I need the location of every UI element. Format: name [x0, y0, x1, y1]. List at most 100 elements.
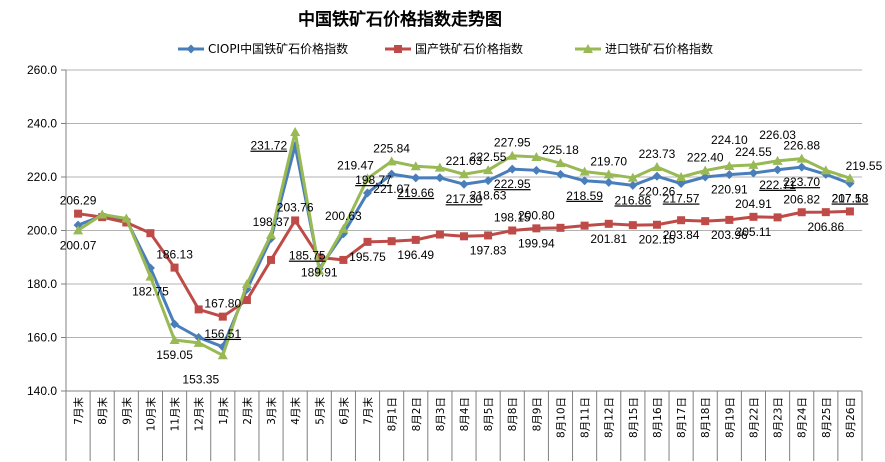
data-label: 207.13 [832, 191, 869, 205]
data-point [193, 337, 204, 347]
data-label: 221.03 [446, 154, 483, 168]
x-tick-label: 3月末 [265, 397, 278, 425]
data-label: 220.26 [639, 184, 676, 198]
data-label: 195.75 [349, 250, 386, 264]
legend-marker [583, 44, 593, 53]
series-lines [73, 127, 855, 360]
data-label: 206.29 [60, 194, 97, 208]
x-tick-label: 8月11日 [580, 397, 592, 438]
x-tick-label: 8月15日 [628, 397, 640, 438]
legend: CIOPI中国铁矿石价格指数 国产铁矿石价格指数 进口铁矿石价格指数 [178, 41, 713, 56]
data-label: 218.63 [470, 189, 507, 203]
data-point [556, 223, 565, 232]
data-point [218, 312, 227, 321]
data-point [267, 255, 276, 264]
data-point [314, 265, 325, 275]
data-point [725, 215, 734, 224]
legend-item-3: 进口铁矿石价格指数 [575, 41, 713, 56]
data-point [724, 161, 735, 171]
y-axis: 140.0 160.0 180.0 200.0 220.0 240.0 260.0 [27, 63, 67, 461]
x-tick-label: 6月末 [337, 397, 350, 425]
series-2 [74, 207, 854, 321]
data-label: 206.86 [807, 220, 844, 234]
data-label: 189.91 [301, 265, 338, 279]
data-point [73, 225, 84, 235]
data-label: 226.03 [759, 128, 796, 142]
legend-marker [186, 44, 196, 54]
data-point [531, 151, 542, 161]
x-tick-label: 8月末 [96, 397, 109, 425]
data-point [532, 224, 541, 233]
series-3 [73, 127, 855, 360]
data-point [845, 207, 854, 216]
data-label: 198.77 [355, 173, 392, 187]
data-point [797, 162, 807, 172]
x-tick-label: 12月末 [193, 397, 206, 432]
data-point [651, 162, 662, 172]
data-point [820, 165, 831, 175]
x-tick-label: 4月末 [289, 397, 302, 425]
data-point [628, 180, 638, 190]
x-tick-label: 8月1日 [387, 397, 399, 431]
x-tick-label: 1月末 [217, 397, 230, 425]
x-axis: 7月末 8月末 9月末 10月末 11月末 12月末 1月末 2月末 3月末 4月末 5月末 6月末 7… [65, 390, 863, 461]
data-point [555, 158, 566, 168]
x-tick-label: 8月9日 [531, 397, 543, 431]
data-label: 203.76 [277, 200, 314, 214]
data-point [507, 164, 517, 174]
x-tick-label: 8月4日 [459, 397, 471, 431]
data-label: 222.71 [759, 178, 796, 192]
data-point [483, 165, 494, 175]
data-label: 198.15 [494, 211, 531, 225]
data-point [484, 231, 493, 240]
data-point [387, 169, 397, 179]
data-point [97, 209, 108, 219]
data-point [604, 219, 613, 228]
data-point [627, 172, 638, 182]
legend-label: 进口铁矿石价格指数 [605, 41, 713, 56]
data-label: 204.91 [735, 197, 772, 211]
data-label: 203.96 [711, 228, 748, 242]
data-point [291, 216, 300, 225]
data-label: 219.70 [590, 154, 627, 168]
x-tick-label: 8月25日 [821, 397, 833, 438]
x-tick-label: 8月23日 [773, 397, 785, 438]
data-label: 224.55 [735, 145, 772, 159]
x-tick-label: 11月末 [169, 397, 182, 432]
legend-label: CIOPI中国铁矿石价格指数 [208, 41, 348, 56]
data-label: 217.58 [832, 191, 869, 205]
data-label: 226.88 [783, 139, 820, 153]
x-tick-label: 7月末 [72, 397, 85, 425]
data-label: 205.11 [736, 225, 772, 239]
x-tick-label: 8月18日 [700, 397, 712, 438]
x-tick-label: 8月3日 [435, 397, 447, 431]
data-point [122, 218, 131, 227]
data-point [579, 166, 590, 176]
data-label: 202.15 [639, 233, 676, 247]
data-label: 220.91 [711, 183, 748, 197]
data-point [434, 162, 445, 172]
data-label: 182.75 [132, 285, 169, 299]
data-point [603, 169, 614, 179]
data-point [555, 169, 565, 179]
data-point [531, 165, 541, 175]
x-tick-label: 2月末 [241, 397, 254, 425]
data-point [677, 216, 686, 225]
data-label: 201.81 [590, 232, 627, 246]
data-label: 153.35 [182, 372, 219, 386]
data-point [242, 296, 251, 305]
data-label: 185.75 [289, 249, 326, 263]
data-label: 199.94 [518, 236, 555, 250]
data-point [580, 221, 589, 230]
data-point [459, 169, 469, 179]
data-point [363, 188, 373, 198]
data-label: 219.47 [337, 158, 374, 172]
data-point [435, 173, 445, 183]
x-tick-label: 8月17日 [676, 397, 688, 438]
data-point [748, 159, 759, 169]
data-label: 218.59 [566, 189, 603, 203]
x-tick-label: 8月5日 [483, 397, 495, 431]
data-point [844, 173, 855, 183]
data-point [701, 217, 710, 226]
legend-item-1: CIOPI中国铁矿石价格指数 [178, 41, 348, 56]
